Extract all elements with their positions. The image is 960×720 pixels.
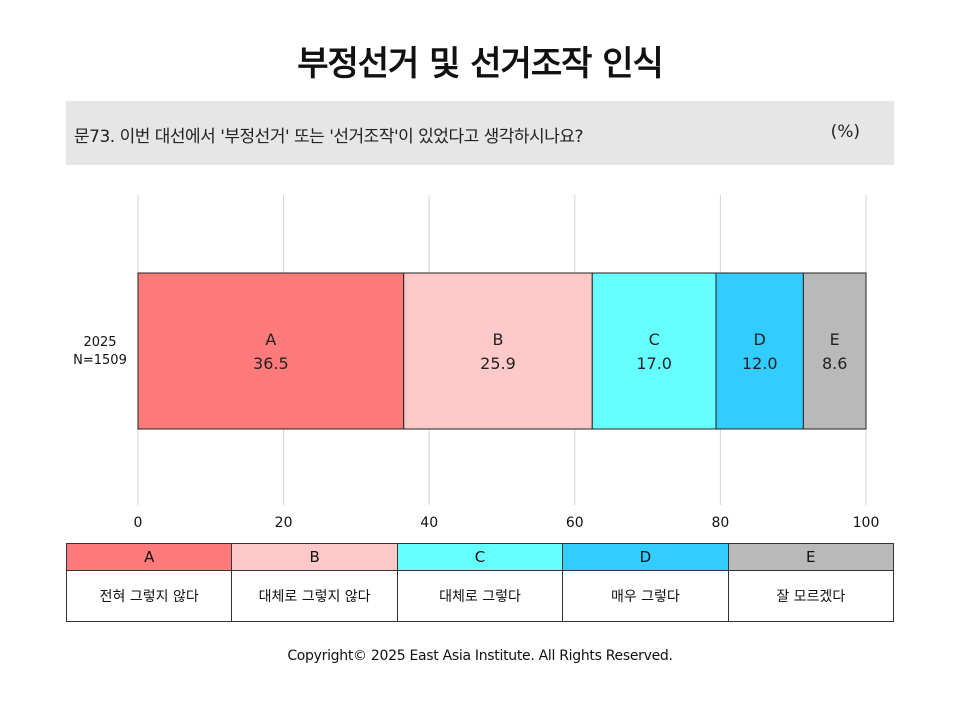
bar-segment-a	[137, 272, 405, 430]
segment-name-label-d: D	[754, 330, 766, 349]
segment-value-label-d: 12.0	[742, 354, 778, 373]
legend-key-c: C	[396, 543, 564, 571]
bar-segment-b	[403, 272, 593, 430]
x-tick-label-20: 20	[275, 515, 293, 531]
segment-value-label-c: 17.0	[636, 354, 672, 373]
x-tick-label-40: 40	[420, 515, 438, 531]
legend-label-c: 대체로 그렇다	[396, 570, 564, 622]
segment-name-label-e: E	[830, 330, 840, 349]
unit-label: (%)	[830, 122, 860, 142]
bar-segment-e	[802, 272, 867, 430]
legend-label-a: 전혀 그렇지 않다	[65, 570, 233, 622]
legend-key-row: A B C D E	[65, 543, 895, 571]
copyright-notice: Copyright© 2025 East Asia Institute. All…	[287, 648, 673, 664]
legend-key-a: A	[65, 543, 233, 571]
x-tick-label-60: 60	[566, 515, 584, 531]
segment-value-label-b: 25.9	[480, 354, 516, 373]
x-tick-label-0: 0	[134, 515, 143, 531]
question-box: 문73. 이번 대선에서 '부정선거' 또는 '선거조작'이 있었다고 생각하시…	[66, 101, 894, 165]
stacked-bar-chart: 0 20 40 60 80 100 2025 N=1509 A 36.5 B 25.9 C 17.0 D 12…	[73, 195, 880, 531]
legend-label-d: 매우 그렇다	[562, 570, 729, 622]
legend-label-e: 잘 모르겠다	[727, 570, 895, 622]
legend-label-row: 전혀 그렇지 않다 대체로 그렇지 않다 대체로 그렇다 매우 그렇다 잘 모르…	[65, 570, 895, 622]
category-label-line-1: N=1509	[73, 353, 127, 368]
legend-label-b: 대체로 그렇지 않다	[231, 570, 398, 622]
category-label-line-0: 2025	[83, 335, 116, 350]
question-text: 문73. 이번 대선에서 '부정선거' 또는 '선거조작'이 있었다고 생각하시…	[74, 127, 584, 147]
legend-key-d: D	[562, 543, 729, 571]
legend-key-e: E	[727, 543, 895, 571]
legend-key-b: B	[231, 543, 398, 571]
segment-name-label-b: B	[493, 330, 504, 349]
bar-segment-c	[591, 272, 717, 430]
x-tick-label-80: 80	[711, 515, 729, 531]
segment-name-label-a: A	[265, 330, 276, 349]
bar-segment-d	[715, 272, 804, 430]
chart-title: 부정선거 및 선거조작 인식	[297, 44, 664, 84]
segment-name-label-c: C	[649, 330, 660, 349]
x-tick-label-100: 100	[853, 515, 880, 531]
legend-table: A B C D E 전혀 그렇지 않다 대체로 그렇지 않다 대체로 그렇다 매…	[65, 543, 895, 622]
segment-value-label-e: 8.6	[822, 354, 847, 373]
segment-value-label-a: 36.5	[253, 354, 289, 373]
